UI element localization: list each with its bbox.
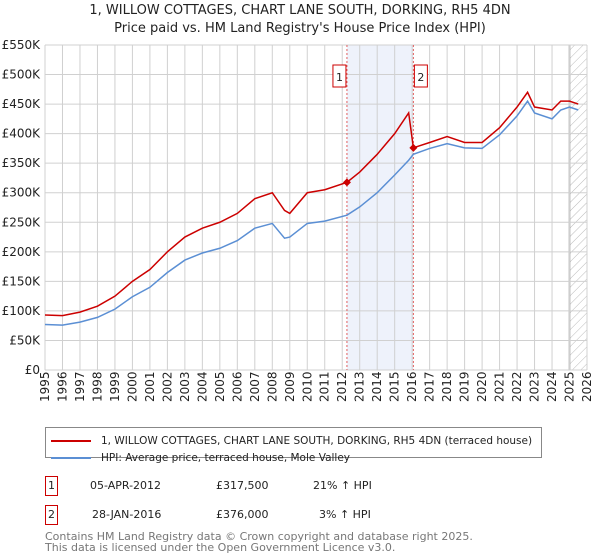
x-tick-label: 2005 (213, 371, 227, 402)
sale-badge: 1 (45, 476, 58, 496)
x-tick-label: 1998 (90, 371, 104, 402)
y-tick-label: £150K (2, 274, 42, 288)
x-tick-label: 2019 (458, 371, 472, 402)
x-tick-label: 1997 (73, 371, 87, 402)
x-tick-label: 2018 (440, 371, 454, 402)
x-tick-label: 2023 (528, 371, 542, 402)
series-line (44, 90, 579, 317)
x-tick-label: 1999 (108, 371, 122, 402)
y-tick-label: £0 (25, 363, 40, 377)
x-tick-label: 2002 (160, 371, 174, 402)
sale-price: £376,000 (216, 508, 269, 521)
x-tick-label: 2024 (545, 371, 559, 402)
x-tick-label: 1996 (55, 371, 69, 402)
legend-blue-swatch (51, 456, 91, 459)
sale-badge: 2 (45, 505, 58, 525)
x-tick-label: 2010 (300, 371, 314, 402)
x-tick-label: 2020 (475, 371, 489, 402)
y-tick-label: £550K (2, 38, 42, 52)
chart-title: 1, WILLOW COTTAGES, CHART LANE SOUTH, DO… (89, 3, 511, 18)
x-tick-label: 1995 (38, 371, 52, 402)
chart-subtitle: Price paid vs. HM Land Registry's House … (114, 21, 486, 36)
x-tick-label: 2011 (318, 371, 332, 402)
y-tick-label: £200K (2, 245, 42, 259)
series-line (44, 99, 579, 326)
y-tick-label: £50K (9, 333, 41, 347)
plot-area (45, 45, 587, 370)
x-tick-label: 2000 (125, 371, 139, 402)
x-tick-label: 2017 (423, 371, 437, 402)
y-tick-label: £500K (2, 68, 42, 82)
sale-point (409, 143, 418, 152)
x-tick-label: 2009 (283, 371, 297, 402)
x-tick-label: 2012 (335, 371, 349, 402)
x-tick-label: 2015 (388, 371, 402, 402)
x-tick-label: 2021 (493, 371, 507, 402)
x-tick-label: 2008 (265, 371, 279, 402)
legend: 1, WILLOW COTTAGES, CHART LANE SOUTH, DO… (45, 427, 542, 464)
sale-point (342, 178, 351, 187)
x-tick-label: 2013 (353, 371, 367, 402)
x-tick-label: 2007 (248, 371, 262, 402)
x-tick-label: 2003 (178, 371, 192, 402)
x-tick-label: 2026 (580, 371, 594, 402)
sale-marker-label: 1 (336, 71, 343, 84)
y-tick-label: £450K (2, 97, 42, 111)
legend-label-property: 1, WILLOW COTTAGES, CHART LANE SOUTH, DO… (101, 434, 533, 447)
y-tick-label: £100K (2, 304, 42, 318)
y-tick-label: £300K (2, 186, 42, 200)
chart-svg: 1995 1996 1997 1998 1999 2000 2001 2002 2003 2004… (2, 38, 594, 402)
sale-date: 28-JAN-2016 (92, 508, 162, 521)
y-tick-label: £250K (2, 215, 42, 229)
sale-price: £317,500 (216, 479, 269, 492)
sale-marker-badge (413, 64, 428, 88)
footer-copyright: Contains HM Land Registry data © Crown c… (45, 530, 473, 543)
x-tick-label: 2016 (405, 371, 419, 402)
legend-label-hpi: HPI: Average price, terraced house, Mole… (101, 451, 351, 464)
sale-period-shade (346, 45, 414, 370)
x-tick-label: 2001 (143, 371, 157, 402)
legend-red-swatch (51, 439, 91, 442)
y-tick-label: £350K (2, 156, 42, 170)
x-tick-label: 2006 (230, 371, 244, 402)
footer-licence: This data is licensed under the Open Gov… (45, 541, 396, 554)
y-tick-label: £400K (2, 127, 42, 141)
x-tick-label: 2004 (195, 371, 209, 402)
sale-date: 05-APR-2012 (90, 479, 162, 492)
x-tick-label: 2025 (563, 371, 577, 402)
sale-hpi: 3% ↑ HPI (319, 508, 371, 521)
sale-marker-label: 2 (417, 71, 424, 84)
sale-marker-badge (332, 64, 347, 88)
x-tick-label: 2022 (510, 371, 524, 402)
x-tick-label: 2014 (370, 371, 384, 402)
sale-hpi: 21% ↑ HPI (313, 479, 372, 492)
forecast-hatch (569, 45, 587, 370)
